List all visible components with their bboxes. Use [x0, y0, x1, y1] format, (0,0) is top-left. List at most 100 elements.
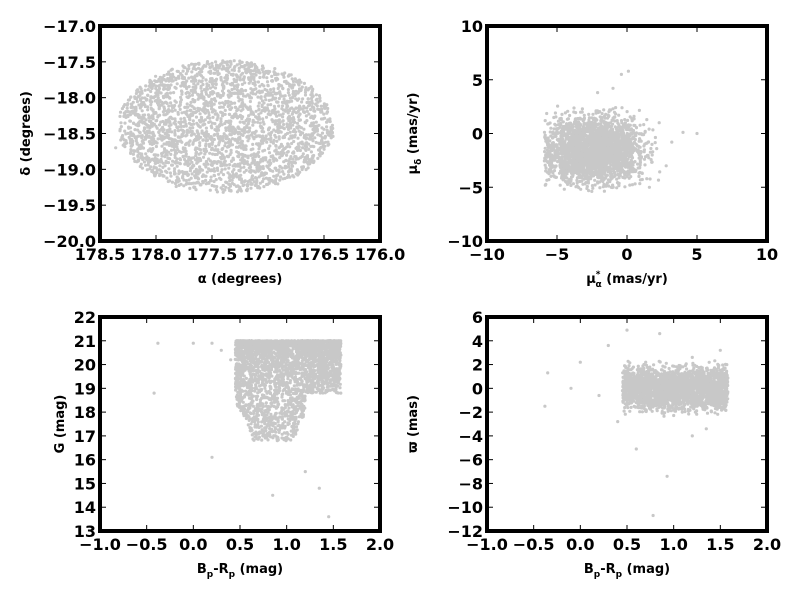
data-point — [188, 92, 191, 95]
data-point — [220, 168, 223, 171]
data-point — [165, 149, 168, 152]
data-point — [180, 89, 183, 92]
data-point — [133, 160, 136, 163]
data-point — [599, 134, 602, 137]
data-point — [262, 120, 265, 123]
data-point — [162, 113, 165, 116]
data-point — [180, 111, 183, 114]
data-point — [277, 104, 280, 107]
data-point — [645, 118, 648, 121]
data-point — [205, 86, 208, 89]
data-point — [148, 116, 151, 119]
data-point — [188, 187, 191, 190]
data-point — [175, 160, 178, 163]
data-point — [248, 170, 251, 173]
data-point — [198, 144, 201, 147]
data-point — [228, 129, 231, 132]
data-point — [292, 118, 295, 121]
data-point — [223, 132, 226, 135]
data-point — [154, 156, 157, 159]
data-point — [123, 130, 126, 133]
data-point — [199, 112, 202, 115]
data-point — [229, 83, 232, 86]
data-point — [253, 180, 256, 183]
data-point — [152, 117, 155, 120]
data-point — [251, 147, 254, 150]
data-point — [219, 138, 222, 141]
data-point — [130, 144, 133, 147]
data-point — [305, 136, 308, 139]
data-point — [237, 139, 240, 142]
data-point — [221, 59, 224, 62]
data-point — [197, 63, 200, 66]
data-point — [587, 189, 590, 192]
data-point — [243, 129, 246, 132]
data-point — [228, 113, 231, 116]
data-point — [156, 154, 159, 157]
data-point — [544, 119, 547, 122]
data-point — [236, 131, 239, 134]
scatter-points — [543, 70, 699, 193]
data-point — [613, 119, 616, 122]
data-point — [307, 98, 310, 101]
data-point — [269, 162, 272, 165]
data-point — [139, 97, 142, 100]
data-point — [241, 72, 244, 75]
data-point — [616, 173, 619, 176]
data-point — [160, 155, 163, 158]
data-point — [244, 89, 247, 92]
data-point — [311, 137, 314, 140]
data-point — [186, 129, 189, 132]
data-point — [187, 77, 190, 80]
data-point — [297, 146, 300, 149]
data-point — [209, 179, 212, 182]
data-point — [237, 151, 240, 154]
data-point — [253, 160, 256, 163]
data-point — [240, 189, 243, 192]
data-point — [144, 164, 147, 167]
data-point — [144, 84, 147, 87]
data-point — [268, 177, 271, 180]
data-point — [623, 118, 626, 121]
data-point — [151, 122, 154, 125]
data-point — [172, 91, 175, 94]
data-point — [129, 152, 132, 155]
data-point — [284, 147, 287, 150]
data-point — [199, 183, 202, 186]
data-point — [278, 171, 281, 174]
data-point — [164, 170, 167, 173]
data-point — [301, 168, 304, 171]
data-point — [162, 102, 165, 105]
data-point — [123, 103, 126, 106]
data-point — [327, 133, 330, 136]
data-point — [202, 156, 205, 159]
data-point — [255, 110, 258, 113]
data-point — [251, 91, 254, 94]
data-point — [144, 138, 147, 141]
data-point — [190, 177, 193, 180]
data-point — [260, 174, 263, 177]
data-point — [301, 108, 304, 111]
data-point — [281, 101, 284, 104]
data-point — [131, 110, 134, 113]
data-point — [620, 170, 623, 173]
data-point — [312, 154, 315, 157]
data-point — [124, 139, 127, 142]
data-point — [283, 177, 286, 180]
data-point — [127, 99, 130, 102]
data-point — [223, 162, 226, 165]
data-point — [317, 124, 320, 127]
data-point — [647, 140, 650, 143]
data-point — [268, 151, 271, 154]
data-point — [278, 152, 281, 155]
data-point — [277, 87, 280, 90]
data-point — [282, 123, 285, 126]
data-point — [223, 76, 226, 79]
data-point — [310, 85, 313, 88]
data-point — [188, 118, 191, 121]
data-point — [187, 64, 190, 67]
data-point — [207, 111, 210, 114]
data-point — [157, 102, 160, 105]
data-point — [298, 80, 301, 83]
data-point — [552, 147, 555, 150]
